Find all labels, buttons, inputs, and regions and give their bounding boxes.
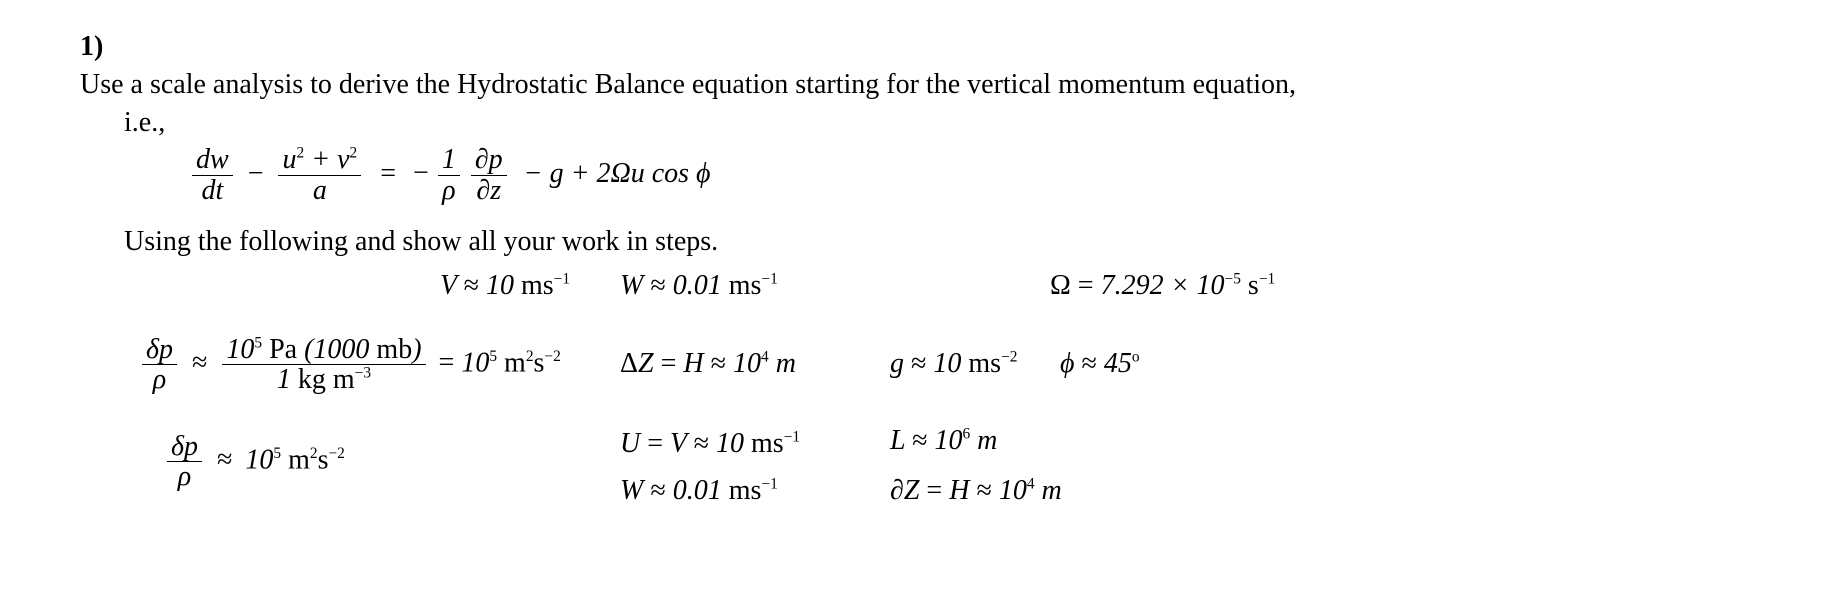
a: a bbox=[278, 176, 361, 205]
scale-W1: W ≈ 0.01 ms−1 bbox=[620, 267, 778, 305]
approx1: ≈ bbox=[186, 347, 213, 378]
problem-number: 1) bbox=[80, 28, 120, 66]
rho3: ρ bbox=[167, 462, 202, 491]
scale-g: g ≈ 10 ms−2 bbox=[890, 345, 1017, 383]
mid-num: 105 Pa (1000 mb) bbox=[222, 335, 425, 365]
scale-dp-rho-short: δp ρ ≈ 105 m2s−2 bbox=[165, 432, 345, 492]
rho: ρ bbox=[438, 176, 460, 205]
scale-UV: U = V ≈ 10 ms−1 bbox=[620, 425, 800, 463]
scale-Omega: Ω = 7.292 × 10−5 s−1 bbox=[1050, 267, 1275, 305]
main-equation: dw dt − u2 + v2 a = − 1 ρ ∂p ∂z − g + 2Ω… bbox=[190, 145, 1754, 205]
dz: ∂z bbox=[471, 176, 507, 205]
deltap2: δp bbox=[167, 432, 202, 462]
dt: dt bbox=[192, 176, 233, 205]
problem-text-2: i.e., bbox=[124, 104, 1754, 142]
mid-den: 1 kg m−3 bbox=[222, 365, 425, 394]
deltap: δp bbox=[142, 335, 177, 365]
scale-L: L ≈ 106 m bbox=[890, 422, 997, 460]
u2v2: u2 + v2 bbox=[278, 145, 361, 175]
problem-line1: 1) Use a scale analysis to derive the Hy… bbox=[80, 28, 1754, 104]
scales-grid: V ≈ 10 ms−1 W ≈ 0.01 ms−1 Ω = 7.292 × 10… bbox=[80, 267, 1754, 577]
scale-DeltaZ: ΔZ = H ≈ 104 m bbox=[620, 345, 796, 383]
instruction: Using the following and show all your wo… bbox=[124, 223, 1754, 261]
frac-1-rho: 1 ρ bbox=[438, 145, 460, 205]
scale-phi: ϕ ≈ 45o bbox=[1060, 345, 1140, 383]
scale-W2: W ≈ 0.01 ms−1 bbox=[620, 472, 778, 510]
scale-dp-rho-full: δp ρ ≈ 105 Pa (1000 mb) 1 kg m−3 = 105 m… bbox=[140, 335, 561, 395]
frac-dw-dt: dw dt bbox=[192, 145, 233, 205]
scale-partialZ: ∂Z = H ≈ 104 m bbox=[890, 472, 1062, 510]
rhs-rest: − g + 2Ωu cos ϕ bbox=[516, 158, 711, 189]
frac-dp-dz: ∂p ∂z bbox=[471, 145, 507, 205]
frac-u2v2-a: u2 + v2 a bbox=[278, 145, 361, 205]
problem-text-1: Use a scale analysis to derive the Hydro… bbox=[80, 66, 1710, 104]
scale-V: V ≈ 10 ms−1 bbox=[440, 267, 570, 305]
rho2: ρ bbox=[142, 365, 177, 394]
equals: = bbox=[370, 158, 406, 189]
one: 1 bbox=[438, 145, 460, 175]
dw: dw bbox=[192, 145, 233, 175]
minus: − bbox=[242, 158, 270, 189]
page: 1) Use a scale analysis to derive the Hy… bbox=[0, 0, 1834, 596]
dp: ∂p bbox=[471, 145, 507, 175]
rhs-minus: − bbox=[413, 158, 429, 189]
